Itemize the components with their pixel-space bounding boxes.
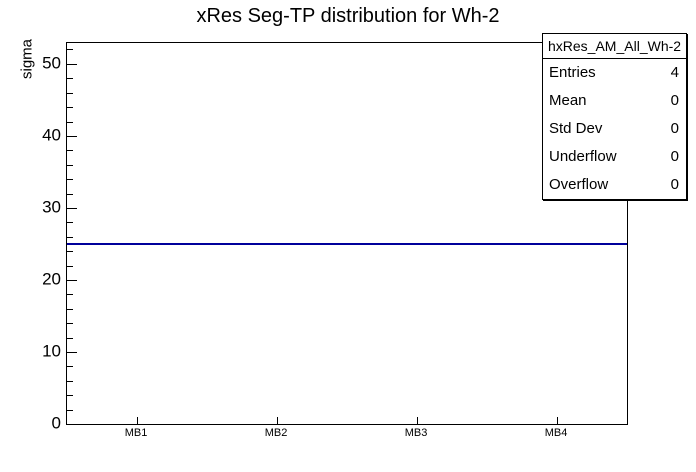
y-minor-tick	[67, 309, 73, 310]
x-major-tick	[417, 417, 418, 424]
histogram-line	[207, 243, 347, 245]
y-minor-tick	[67, 107, 73, 108]
x-major-tick	[137, 417, 138, 424]
y-tick-label: 0	[51, 413, 61, 433]
stats-row: Mean 0	[543, 87, 686, 115]
stats-row-label: Entries	[549, 64, 596, 81]
stats-row: Std Dev 0	[543, 115, 686, 143]
y-minor-tick	[67, 266, 73, 267]
stats-row: Overflow 0	[543, 171, 686, 199]
stats-row-value: 0	[670, 176, 679, 193]
x-tick-label: MB2	[264, 427, 288, 439]
y-tick-label: 20	[42, 269, 61, 289]
stats-row-label: Mean	[549, 92, 587, 109]
y-minor-tick	[67, 93, 73, 94]
x-major-tick	[277, 417, 278, 424]
y-minor-tick	[67, 395, 73, 396]
y-minor-tick	[67, 410, 73, 411]
y-major-tick	[67, 136, 77, 137]
chart-title: xRes Seg-TP distribution for Wh-2	[196, 5, 500, 27]
stats-row-value: 0	[670, 120, 679, 137]
histogram-line	[67, 243, 207, 245]
x-tick-label: MB3	[404, 427, 428, 439]
stats-row-label: Underflow	[549, 148, 617, 165]
stats-row-value: 0	[670, 92, 679, 109]
y-minor-tick	[67, 49, 73, 50]
y-major-tick	[67, 64, 77, 65]
y-tick-label: 30	[42, 197, 61, 217]
y-minor-tick	[67, 323, 73, 324]
y-major-tick	[67, 280, 77, 281]
y-minor-tick	[67, 294, 73, 295]
y-minor-tick	[67, 165, 73, 166]
y-minor-tick	[67, 122, 73, 123]
y-minor-tick	[67, 251, 73, 252]
stats-box: hxRes_AM_All_Wh-2 Entries 4 Mean 0 Std Dev 0 U…	[542, 33, 687, 200]
stats-row-value: 0	[670, 148, 679, 165]
y-major-tick	[67, 208, 77, 209]
stats-row: Entries 4	[543, 59, 686, 87]
y-minor-tick	[67, 78, 73, 79]
stats-row-label: Overflow	[549, 176, 609, 193]
y-minor-tick	[67, 366, 73, 367]
y-minor-tick	[67, 237, 73, 238]
histogram-line	[347, 243, 487, 245]
y-tick-label: 50	[42, 53, 61, 73]
stats-row-value: 4	[670, 64, 679, 81]
y-major-tick	[67, 352, 77, 353]
x-major-tick	[557, 417, 558, 424]
y-tick-label: 40	[42, 125, 61, 145]
y-minor-tick	[67, 179, 73, 180]
stats-row: Underflow 0	[543, 143, 686, 171]
y-major-tick	[67, 424, 77, 425]
histogram-line	[487, 243, 627, 245]
plot-frame	[66, 42, 628, 425]
y-minor-tick	[67, 150, 73, 151]
x-axis-tick-labels: MB1 MB2 MB3 MB4	[66, 428, 626, 442]
stats-box-rows: Entries 4 Mean 0 Std Dev 0 Underflow 0 Overflow 0	[543, 59, 686, 199]
stats-box-title: hxRes_AM_All_Wh-2	[543, 34, 686, 59]
x-tick-label: MB4	[544, 427, 568, 439]
y-axis-tick-labels: 0 10 20 30 40 50	[0, 42, 61, 432]
y-minor-tick	[67, 338, 73, 339]
y-minor-tick	[67, 222, 73, 223]
stats-row-label: Std Dev	[549, 120, 603, 137]
y-tick-label: 10	[42, 341, 61, 361]
y-minor-tick	[67, 381, 73, 382]
y-minor-tick	[67, 194, 73, 195]
x-tick-label: MB1	[124, 427, 148, 439]
